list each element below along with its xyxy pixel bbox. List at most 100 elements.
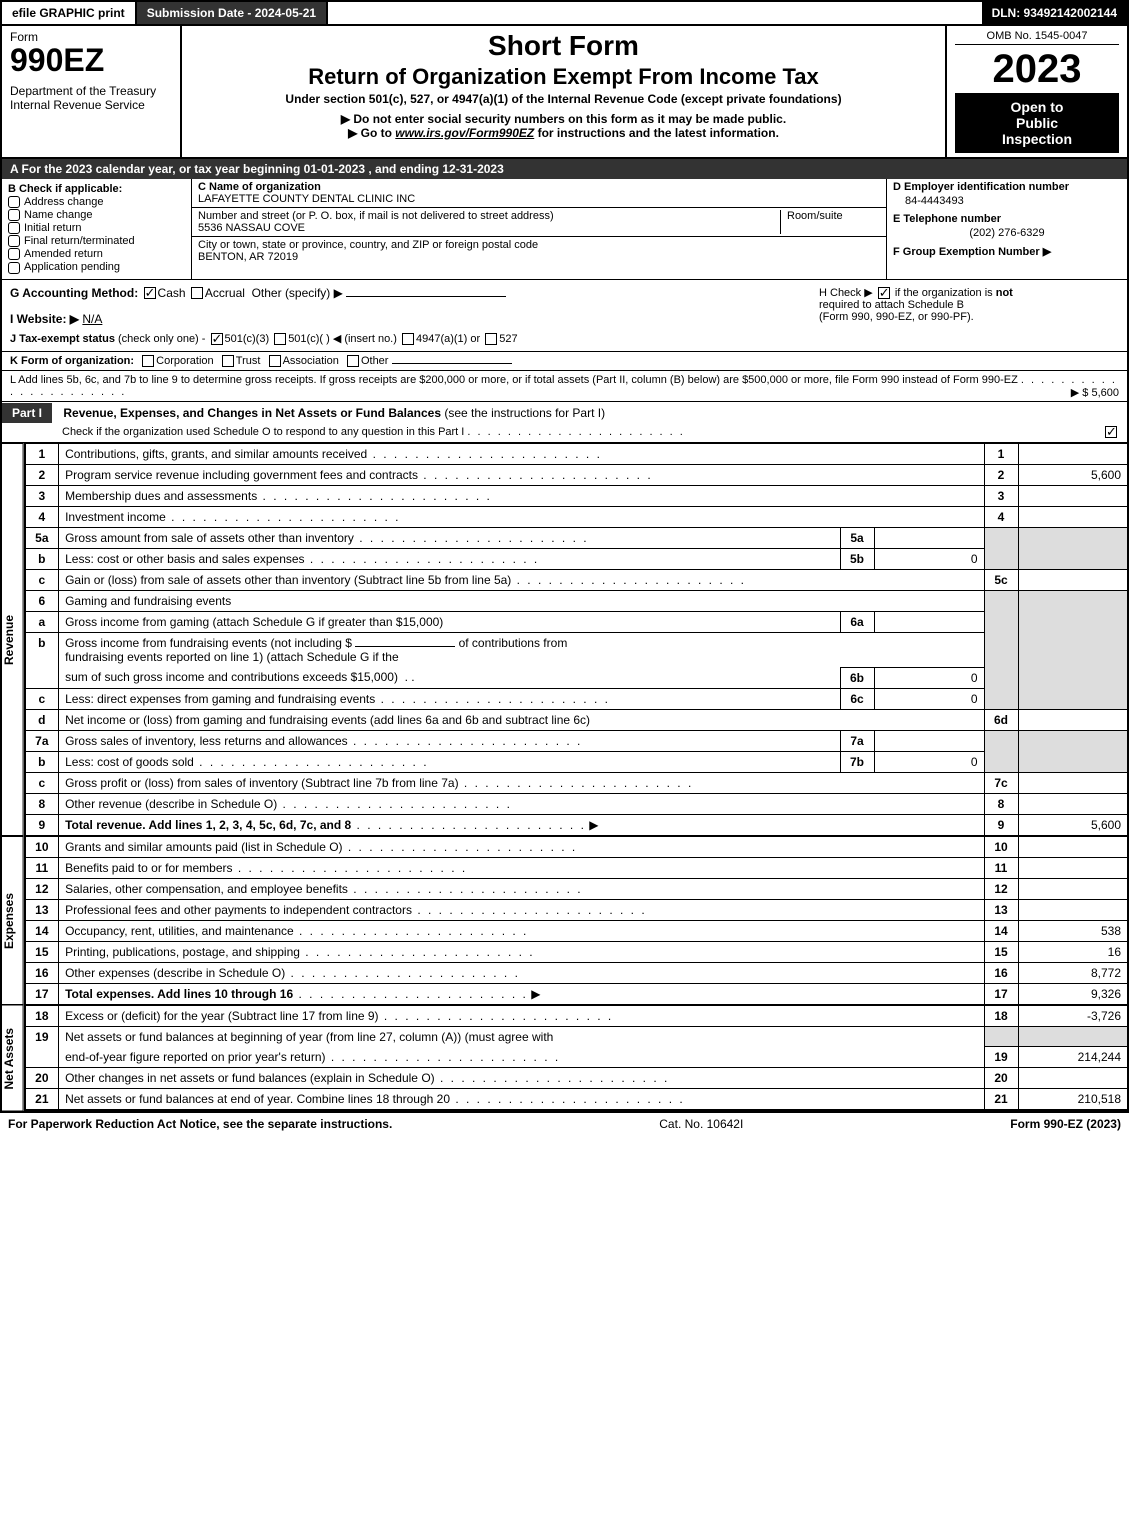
tax-year: 2023 bbox=[955, 49, 1119, 89]
line-3: 3Membership dues and assessments3 bbox=[25, 485, 1128, 506]
line-10: 10Grants and similar amounts paid (list … bbox=[25, 836, 1128, 857]
paperwork-notice: For Paperwork Reduction Act Notice, see … bbox=[8, 1117, 392, 1131]
revenue-table: 1Contributions, gifts, grants, and simil… bbox=[24, 443, 1129, 836]
line-7a: 7aGross sales of inventory, less returns… bbox=[25, 730, 1128, 751]
line-21: 21Net assets or fund balances at end of … bbox=[25, 1089, 1128, 1111]
header-right: OMB No. 1545-0047 2023 Open to Public In… bbox=[947, 26, 1127, 157]
line-2: 2Program service revenue including gover… bbox=[25, 464, 1128, 485]
tel-value: (202) 276-6329 bbox=[893, 225, 1121, 245]
row-g-h: G Accounting Method: Cash Accrual Other … bbox=[0, 280, 1129, 352]
c-street-row: Number and street (or P. O. box, if mail… bbox=[192, 208, 886, 237]
col-d-ein: D Employer identification number 84-4443… bbox=[887, 179, 1127, 279]
url-text[interactable]: www.irs.gov/Form990EZ bbox=[395, 126, 534, 140]
page-footer: For Paperwork Reduction Act Notice, see … bbox=[0, 1111, 1129, 1135]
chk-assoc[interactable] bbox=[269, 355, 281, 367]
submission-date: Submission Date - 2024-05-21 bbox=[137, 2, 328, 24]
expenses-section: Expenses 10Grants and similar amounts pa… bbox=[0, 836, 1129, 1005]
dept-treasury: Department of the Treasury bbox=[10, 84, 172, 98]
f-header: F Group Exemption Number ▶ bbox=[893, 245, 1121, 258]
accounting-method: G Accounting Method: Cash Accrual Other … bbox=[10, 286, 819, 345]
return-title: Return of Organization Exempt From Incom… bbox=[192, 64, 935, 90]
website-label: I Website: ▶ bbox=[10, 312, 79, 326]
top-bar: efile GRAPHIC print Submission Date - 20… bbox=[0, 0, 1129, 26]
cat-number: Cat. No. 10642I bbox=[659, 1117, 743, 1131]
short-form-title: Short Form bbox=[192, 30, 935, 62]
row-k: K Form of organization: Corporation Trus… bbox=[0, 352, 1129, 371]
d-header: D Employer identification number bbox=[893, 181, 1121, 193]
section-subtitle: Under section 501(c), 527, or 4947(a)(1)… bbox=[192, 92, 935, 106]
net-assets-table: 18Excess or (deficit) for the year (Subt… bbox=[24, 1005, 1129, 1112]
form-ref: Form 990-EZ (2023) bbox=[1010, 1117, 1121, 1131]
chk-corp[interactable] bbox=[142, 355, 154, 367]
chk-schedule-o[interactable] bbox=[1105, 426, 1117, 438]
part-1-header: Part I Revenue, Expenses, and Changes in… bbox=[0, 402, 1129, 443]
part-1-bar: Part I bbox=[2, 403, 52, 423]
chk-501c[interactable] bbox=[274, 333, 286, 345]
chk-name-change[interactable]: Name change bbox=[8, 209, 185, 221]
dln-label: DLN: 93492142002144 bbox=[982, 2, 1127, 24]
line-7c: cGross profit or (loss) from sales of in… bbox=[25, 772, 1128, 793]
line-5b: bLess: cost or other basis and sales exp… bbox=[25, 548, 1128, 569]
line-6d: dNet income or (loss) from gaming and fu… bbox=[25, 709, 1128, 730]
line-14: 14Occupancy, rent, utilities, and mainte… bbox=[25, 920, 1128, 941]
chk-amended-return[interactable]: Amended return bbox=[8, 248, 185, 260]
col-c-org: C Name of organization LAFAYETTE COUNTY … bbox=[192, 179, 887, 279]
net-assets-vlabel: Net Assets bbox=[2, 1005, 24, 1112]
org-info-block: B Check if applicable: Address change Na… bbox=[0, 179, 1129, 280]
chk-527[interactable] bbox=[485, 333, 497, 345]
expenses-table: 10Grants and similar amounts paid (list … bbox=[24, 836, 1129, 1005]
chk-other-org[interactable] bbox=[347, 355, 359, 367]
header-left: Form 990EZ Department of the Treasury In… bbox=[2, 26, 182, 157]
instructions-link: ▶ Go to www.irs.gov/Form990EZ for instru… bbox=[192, 126, 935, 140]
line-8: 8Other revenue (describe in Schedule O)8 bbox=[25, 793, 1128, 814]
line-6a: aGross income from gaming (attach Schedu… bbox=[25, 611, 1128, 632]
chk-address-change[interactable]: Address change bbox=[8, 196, 185, 208]
line-6c: cLess: direct expenses from gaming and f… bbox=[25, 688, 1128, 709]
line-7b: bLess: cost of goods sold7b0 bbox=[25, 751, 1128, 772]
chk-accrual[interactable] bbox=[191, 287, 203, 299]
chk-4947[interactable] bbox=[402, 333, 414, 345]
revenue-section: Revenue 1Contributions, gifts, grants, a… bbox=[0, 443, 1129, 836]
chk-cash[interactable] bbox=[144, 287, 156, 299]
ssn-warning: ▶ Do not enter social security numbers o… bbox=[192, 112, 935, 126]
org-name: LAFAYETTE COUNTY DENTAL CLINIC INC bbox=[198, 193, 415, 205]
header-center: Short Form Return of Organization Exempt… bbox=[182, 26, 947, 157]
line-9: 9Total revenue. Add lines 1, 2, 3, 4, 5c… bbox=[25, 814, 1128, 835]
line-4: 4Investment income4 bbox=[25, 506, 1128, 527]
chk-trust[interactable] bbox=[222, 355, 234, 367]
line-19: 19Net assets or fund balances at beginni… bbox=[25, 1026, 1128, 1047]
chk-schedule-b[interactable] bbox=[878, 287, 890, 299]
line-6b: bGross income from fundraising events (n… bbox=[25, 632, 1128, 667]
line-5c: cGain or (loss) from sale of assets othe… bbox=[25, 569, 1128, 590]
b-header: B Check if applicable: bbox=[8, 183, 185, 195]
row-l: L Add lines 5b, 6c, and 7b to line 9 to … bbox=[0, 371, 1129, 402]
org-city: BENTON, AR 72019 bbox=[198, 251, 298, 263]
chk-application-pending[interactable]: Application pending bbox=[8, 261, 185, 273]
line-6: 6Gaming and fundraising events bbox=[25, 590, 1128, 611]
form-number: 990EZ bbox=[10, 44, 172, 76]
expenses-vlabel: Expenses bbox=[2, 836, 24, 1005]
c-header: C Name of organization LAFAYETTE COUNTY … bbox=[192, 179, 886, 208]
org-street: 5536 NASSAU COVE bbox=[198, 222, 305, 234]
part-1-sub: Check if the organization used Schedule … bbox=[2, 424, 1127, 442]
chk-initial-return[interactable]: Initial return bbox=[8, 222, 185, 234]
col-b-checkboxes: B Check if applicable: Address change Na… bbox=[2, 179, 192, 279]
line-19b: end-of-year figure reported on prior yea… bbox=[25, 1047, 1128, 1068]
line-6b-2: sum of such gross income and contributio… bbox=[25, 667, 1128, 688]
e-header: E Telephone number bbox=[893, 213, 1121, 225]
form-header: Form 990EZ Department of the Treasury In… bbox=[0, 26, 1129, 159]
chk-501c3[interactable] bbox=[211, 333, 223, 345]
h-schedule-b: H Check ▶ if the organization is not req… bbox=[819, 286, 1119, 345]
gross-receipts: ▶ $ 5,600 bbox=[1071, 386, 1119, 399]
line-16: 16Other expenses (describe in Schedule O… bbox=[25, 962, 1128, 983]
chk-final-return[interactable]: Final return/terminated bbox=[8, 235, 185, 247]
line-11: 11Benefits paid to or for members11 bbox=[25, 857, 1128, 878]
line-20: 20Other changes in net assets or fund ba… bbox=[25, 1068, 1128, 1089]
line-1: 1Contributions, gifts, grants, and simil… bbox=[25, 443, 1128, 464]
c-city-row: City or town, state or province, country… bbox=[192, 237, 886, 265]
line-12: 12Salaries, other compensation, and empl… bbox=[25, 878, 1128, 899]
net-assets-section: Net Assets 18Excess or (deficit) for the… bbox=[0, 1005, 1129, 1112]
line-13: 13Professional fees and other payments t… bbox=[25, 899, 1128, 920]
line-17: 17Total expenses. Add lines 10 through 1… bbox=[25, 983, 1128, 1004]
inspection-badge: Open to Public Inspection bbox=[955, 93, 1119, 153]
